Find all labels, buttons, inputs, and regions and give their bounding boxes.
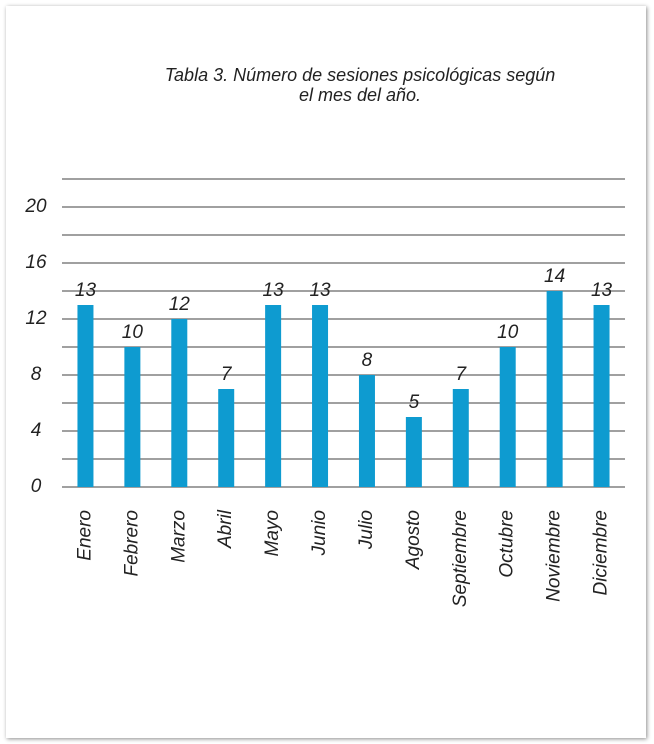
bar (218, 389, 235, 487)
x-tick-label: Febrero (121, 510, 142, 577)
x-tick-label: Agosto (403, 510, 424, 570)
chart-title: el mes del año. (299, 85, 421, 105)
x-tick-label: Octubre (497, 510, 518, 578)
bar (358, 375, 375, 487)
x-tick-label: Noviembre (544, 510, 565, 602)
x-tick-label: Septiembre (450, 510, 471, 607)
bar (265, 305, 282, 487)
y-tick-label: 8 (31, 364, 42, 385)
bar (499, 347, 516, 487)
y-tick-label: 4 (31, 420, 42, 441)
value-label: 10 (497, 322, 519, 343)
value-label: 13 (591, 280, 613, 301)
x-tick-label: Diciembre (591, 510, 612, 596)
x-tick-label: Julio (356, 510, 377, 550)
x-tick-label: Junio (309, 510, 330, 556)
value-label: 7 (456, 364, 468, 385)
bar (546, 291, 563, 487)
bar (77, 305, 94, 487)
y-tick-label: 16 (25, 252, 47, 273)
value-label: 5 (409, 392, 420, 413)
chart-title: Tabla 3. Número de sesiones psicológicas… (165, 65, 556, 85)
x-tick-label: Mayo (262, 510, 283, 556)
bar (593, 305, 610, 487)
value-label: 7 (221, 364, 233, 385)
bar (124, 347, 141, 487)
y-tick-label: 12 (25, 308, 47, 329)
bar (312, 305, 329, 487)
value-label: 13 (263, 280, 285, 301)
x-tick-label: Marzo (168, 510, 189, 563)
bar (171, 319, 188, 487)
bar (405, 417, 422, 487)
value-label: 13 (309, 280, 331, 301)
value-label: 12 (169, 294, 191, 315)
value-label: 14 (544, 266, 565, 287)
value-label: 13 (75, 280, 97, 301)
y-tick-label: 0 (31, 476, 42, 497)
value-label: 10 (122, 322, 144, 343)
y-tick-label: 20 (24, 196, 47, 217)
x-tick-label: Abril (215, 509, 236, 549)
value-label: 8 (362, 350, 373, 371)
x-tick-label: Enero (74, 510, 95, 561)
bar (452, 389, 469, 487)
